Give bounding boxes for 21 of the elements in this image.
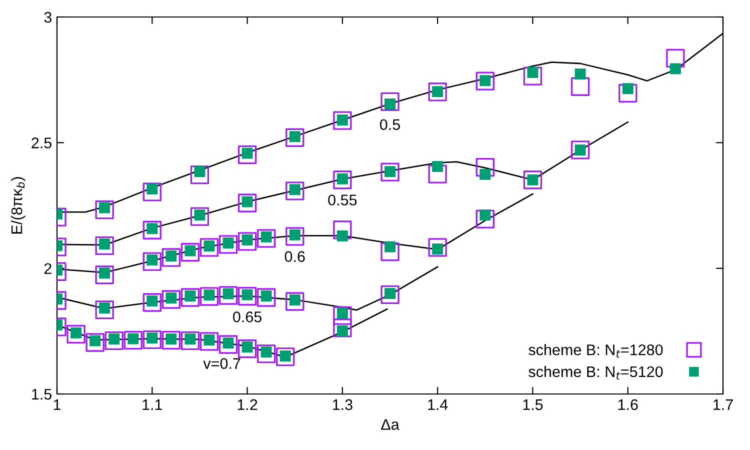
x-tick-label: 1.3 (332, 399, 352, 410)
annotation: 0.65 (233, 311, 262, 322)
y-axis-title: E/(8πκ$_{b}$) (10, 177, 26, 234)
x-axis-title: Δa (381, 419, 400, 430)
annotation: v=0.7 (203, 358, 240, 369)
y-tick-label: 1.5 (32, 389, 52, 400)
y-tick-label: 3 (44, 12, 52, 23)
x-tick-label: 1.7 (714, 399, 733, 410)
x-tick-label: 1.6 (618, 399, 638, 410)
x-tick-label: 1.5 (523, 399, 543, 410)
x-tick-label: 1.4 (428, 399, 448, 410)
x-tick-label: 1.1 (142, 399, 162, 410)
legend-label: scheme B: N$_{t}$=1280 (528, 344, 663, 358)
y-tick-label: 2 (44, 263, 52, 274)
annotation: 0.55 (328, 194, 357, 206)
x-tick-label: 1 (54, 399, 61, 410)
y-tick-label: 2.5 (32, 138, 52, 148)
annotation: 0.6 (284, 251, 305, 262)
annotation: 0.5 (380, 119, 400, 130)
x-tick-label: 1.2 (238, 399, 258, 410)
legend-label: scheme B: N$_{t}$=5120 (528, 366, 663, 380)
